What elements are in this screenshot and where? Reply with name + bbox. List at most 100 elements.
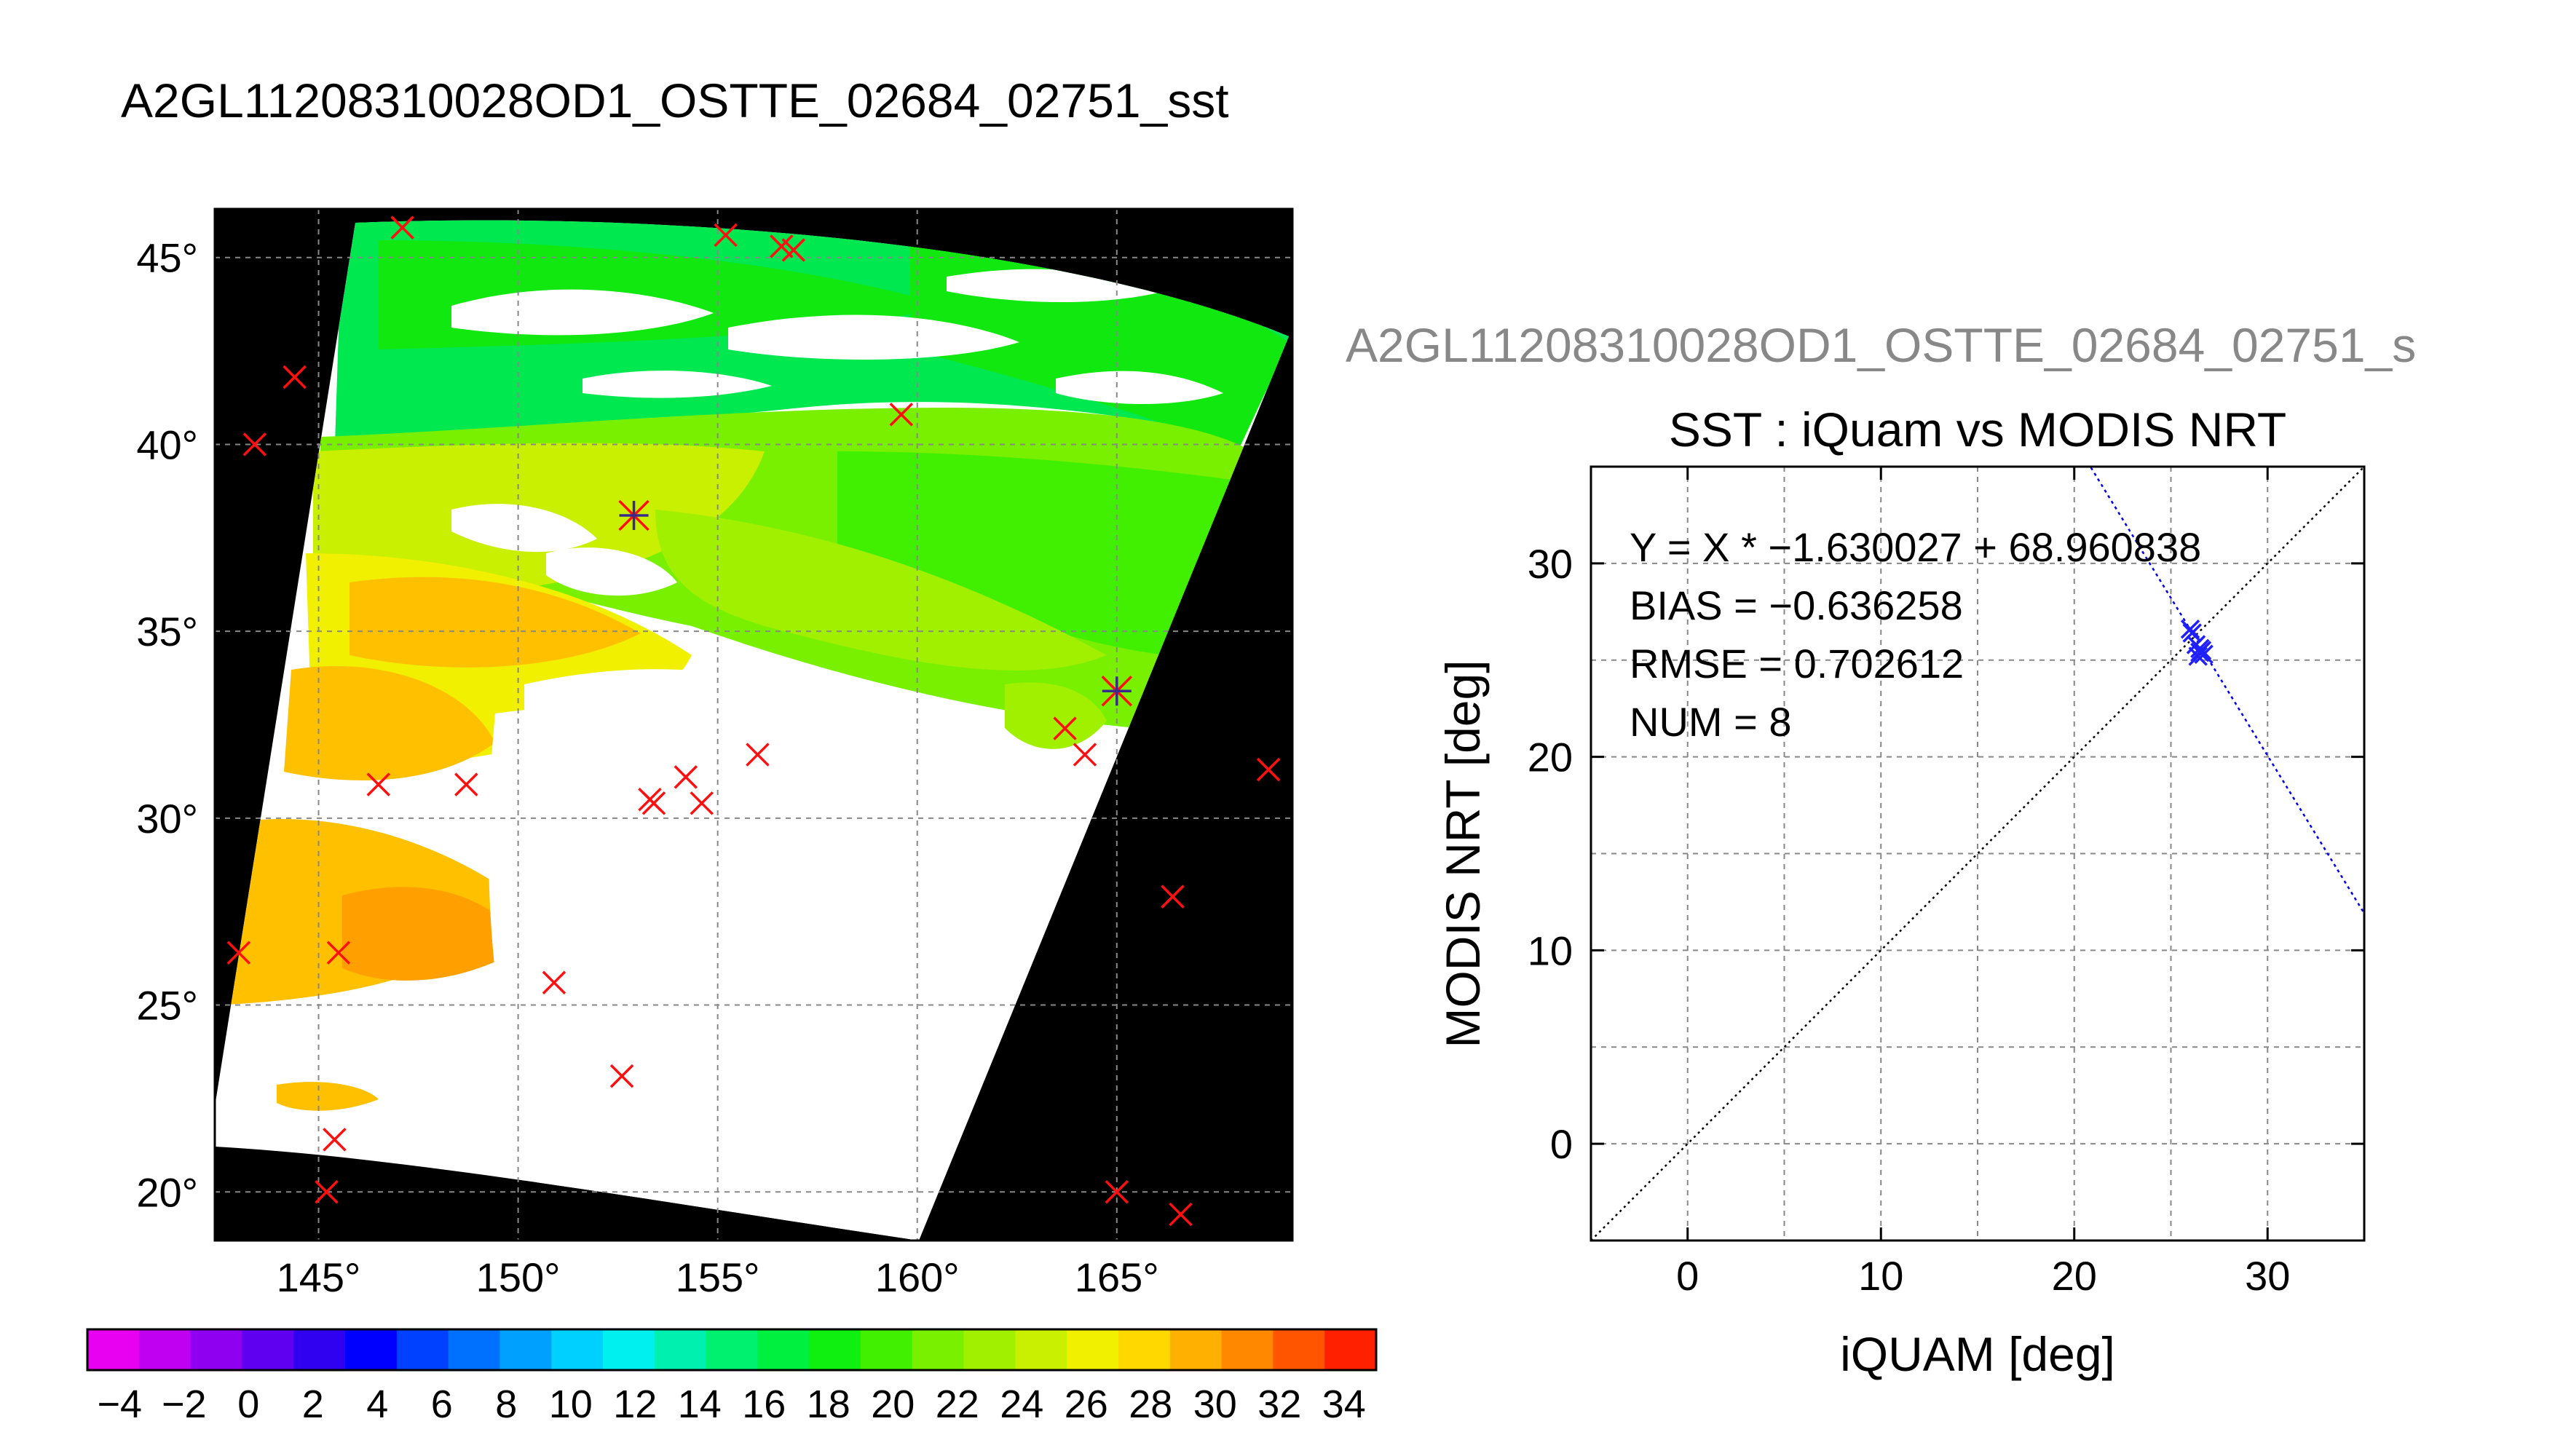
scatter-point [2190,642,2210,662]
map-marker-x [1073,743,1097,767]
cloud-patch [728,314,1019,360]
cloud-patch [451,289,714,336]
map-marker-x [283,365,307,389]
map-marker-x [1169,1202,1193,1227]
colorbar-cell [396,1329,449,1370]
cloud-patch [451,504,597,553]
colorbar-cell [87,1329,140,1370]
colorbar: −4 −2 0 2 4 6 8 10 12 14 16 18 20 22 24 26 28 30 32 34 [86,1328,1378,1426]
colorbar-tick-label: 24 [1000,1382,1043,1426]
map-marker-x [1105,1180,1129,1204]
scatter-xlabel: iQUAM [deg] [1840,1327,2115,1381]
secondary-title: A2GL11208310028OD1_OSTTE_02684_02751_s [1346,318,2416,372]
cloud-patch [524,669,874,728]
map-marker-x [226,941,251,965]
colorbar-cell [809,1329,861,1370]
scatter-point [2182,623,2202,643]
scatter-ytick-label: 30 [1528,541,1573,587]
fit-line [2089,467,2364,914]
colorbar-tick-label: 0 [237,1382,259,1426]
map-marker-x [1161,885,1185,909]
map-xtick-label: 155° [676,1254,760,1300]
scatter-xtick-label: 30 [2245,1253,2290,1299]
scatter-ytick-label: 0 [1550,1121,1573,1167]
colorbar-tick-label: 2 [302,1382,324,1426]
sst-region [837,451,1238,655]
scatter-xtick-label: 20 [2052,1253,2097,1299]
colorbar-cell [603,1329,655,1370]
map-marker-x [746,743,770,767]
colorbar-cell [242,1329,294,1370]
colorbar-tick-label: 28 [1129,1382,1172,1426]
stats-equation: Y = X * −1.630027 + 68.960838 [1630,524,2201,570]
colorbar-tick-label: −2 [162,1382,207,1426]
colorbar-tick-label: 4 [366,1382,388,1426]
colorbar-cell [345,1329,398,1370]
map-ytick-label: 40° [136,422,198,467]
map-marker-x [390,215,414,240]
colorbar-tick-label: 30 [1193,1382,1237,1426]
map-marker-x [242,432,267,456]
colorbar-tick-label: 22 [936,1382,979,1426]
map-xtick-label: 150° [476,1254,561,1300]
sst-field [226,220,1289,1241]
map-marker-x [315,1180,339,1204]
colorbar-tick-label: 12 [613,1382,657,1426]
colorbar-cell [293,1329,346,1370]
scatter-point [2194,644,2214,665]
scatter-ytick-label: 20 [1528,735,1573,780]
stats-num: NUM = 8 [1630,699,1792,745]
colorbar-cell [1067,1329,1119,1370]
scatter-xtick-label: 0 [1676,1253,1699,1299]
map-marker-x [326,941,351,965]
map-markers [226,215,1281,1227]
map-marker-x [641,791,666,815]
map-marker-x [781,238,806,262]
scatter-grid [1591,467,2364,1241]
map-xtick-label: 160° [875,1254,960,1300]
colorbar-tick-label: 18 [807,1382,850,1426]
colorbar-tick-label: −4 [97,1382,142,1426]
colorbar-cells [87,1329,1377,1370]
scatter-points [2180,619,2214,666]
colorbar-cell [1273,1329,1325,1370]
map-marker-x [1053,716,1077,740]
colorbar-cell [190,1329,243,1370]
colorbar-cell [654,1329,707,1370]
map-marker-star [1101,676,1133,707]
map-marker-x [366,772,390,796]
map-ytick-label: 45° [136,235,198,281]
colorbar-cell [757,1329,810,1370]
map-plot: 145° 150° 155° 160° 165° 20° 25° 30° 35° 40° 45° [136,207,1294,1300]
sst-region [277,1082,379,1111]
map-title: A2GL11208310028OD1_OSTTE_02684_02751_sst [121,74,1229,127]
colorbar-cell [706,1329,759,1370]
colorbar-cell [963,1329,1016,1370]
scatter-title: SST : iQuam vs MODIS NRT [1669,403,2286,456]
map-marker-x [690,791,714,815]
map-marker-star [618,499,649,531]
colorbar-cell [1221,1329,1274,1370]
colorbar-tick-label: 34 [1322,1382,1366,1426]
colorbar-tick-label: 16 [742,1382,786,1426]
cloud-patch [546,547,677,596]
map-frame [213,207,1294,1242]
colorbar-tick-label: 6 [431,1382,453,1426]
colorbar-tick-label: 10 [549,1382,593,1426]
scatter-point [2188,646,2208,666]
colorbar-cell [1015,1329,1067,1370]
map-ticks: 145° 150° 155° 160° 165° 20° 25° 30° 35° 40° 45° [136,235,1158,1300]
scatter-plot: SST : iQuam vs MODIS NRT 0 10 20 300102030 … [1436,403,2366,1381]
identity-line [1591,467,2364,1241]
scatter-ylabel: MODIS NRT [deg] [1436,660,1490,1048]
scatter-xtick-label: 10 [1858,1253,1903,1299]
cloud-patch [489,705,1107,1241]
colorbar-tick-label: 14 [678,1382,722,1426]
map-marker-x [609,1064,634,1088]
map-ytick-label: 25° [136,983,198,1029]
stats-bias: BIAS = −0.636258 [1630,582,1963,628]
map-marker-x [1256,757,1281,782]
colorbar-cell [912,1329,965,1370]
sst-region [1005,682,1107,749]
colorbar-tick-label: 20 [871,1382,915,1426]
